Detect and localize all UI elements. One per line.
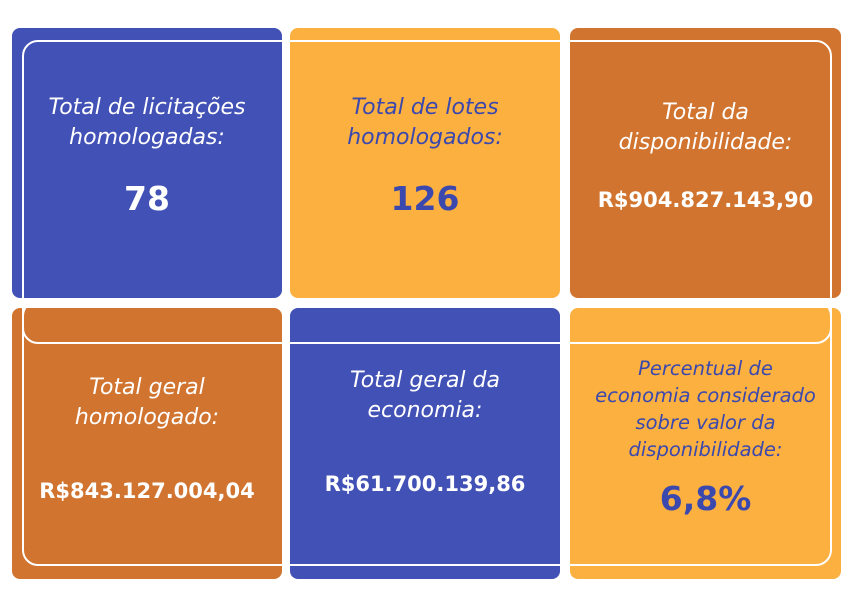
card-label: Percentual de economia considerado sobre…	[595, 356, 816, 461]
card-value: 78	[124, 179, 170, 218]
card-total-lotes: Total de lotes homologados: 126	[290, 28, 560, 298]
card-value: R$843.127.004,04	[39, 478, 255, 503]
card-value: R$61.700.139,86	[324, 471, 526, 496]
card-label: Total da disponibilidade:	[618, 100, 793, 155]
card-label: Total geral homologado:	[74, 374, 220, 430]
card-total-economia: Total geral da economia: R$61.700.139,86	[290, 308, 560, 579]
card-label: Total de licitações homologadas:	[48, 95, 246, 150]
card-value: 6,8%	[659, 478, 752, 518]
card-total-disponibilidade: Total da disponibilidade: R$904.827.143,…	[570, 28, 841, 298]
card-total-homologado: Total geral homologado: R$843.127.004,04	[12, 308, 282, 579]
card-label: Total geral da economia:	[350, 367, 500, 423]
card-label: Total de lotes homologados:	[347, 95, 503, 150]
card-percentual-economia: Percentual de economia considerado sobre…	[570, 308, 841, 579]
card-total-licitacoes: Total de licitações homologadas: 78	[12, 28, 282, 298]
card-value: R$904.827.143,90	[597, 188, 814, 212]
card-value: 126	[390, 179, 460, 218]
